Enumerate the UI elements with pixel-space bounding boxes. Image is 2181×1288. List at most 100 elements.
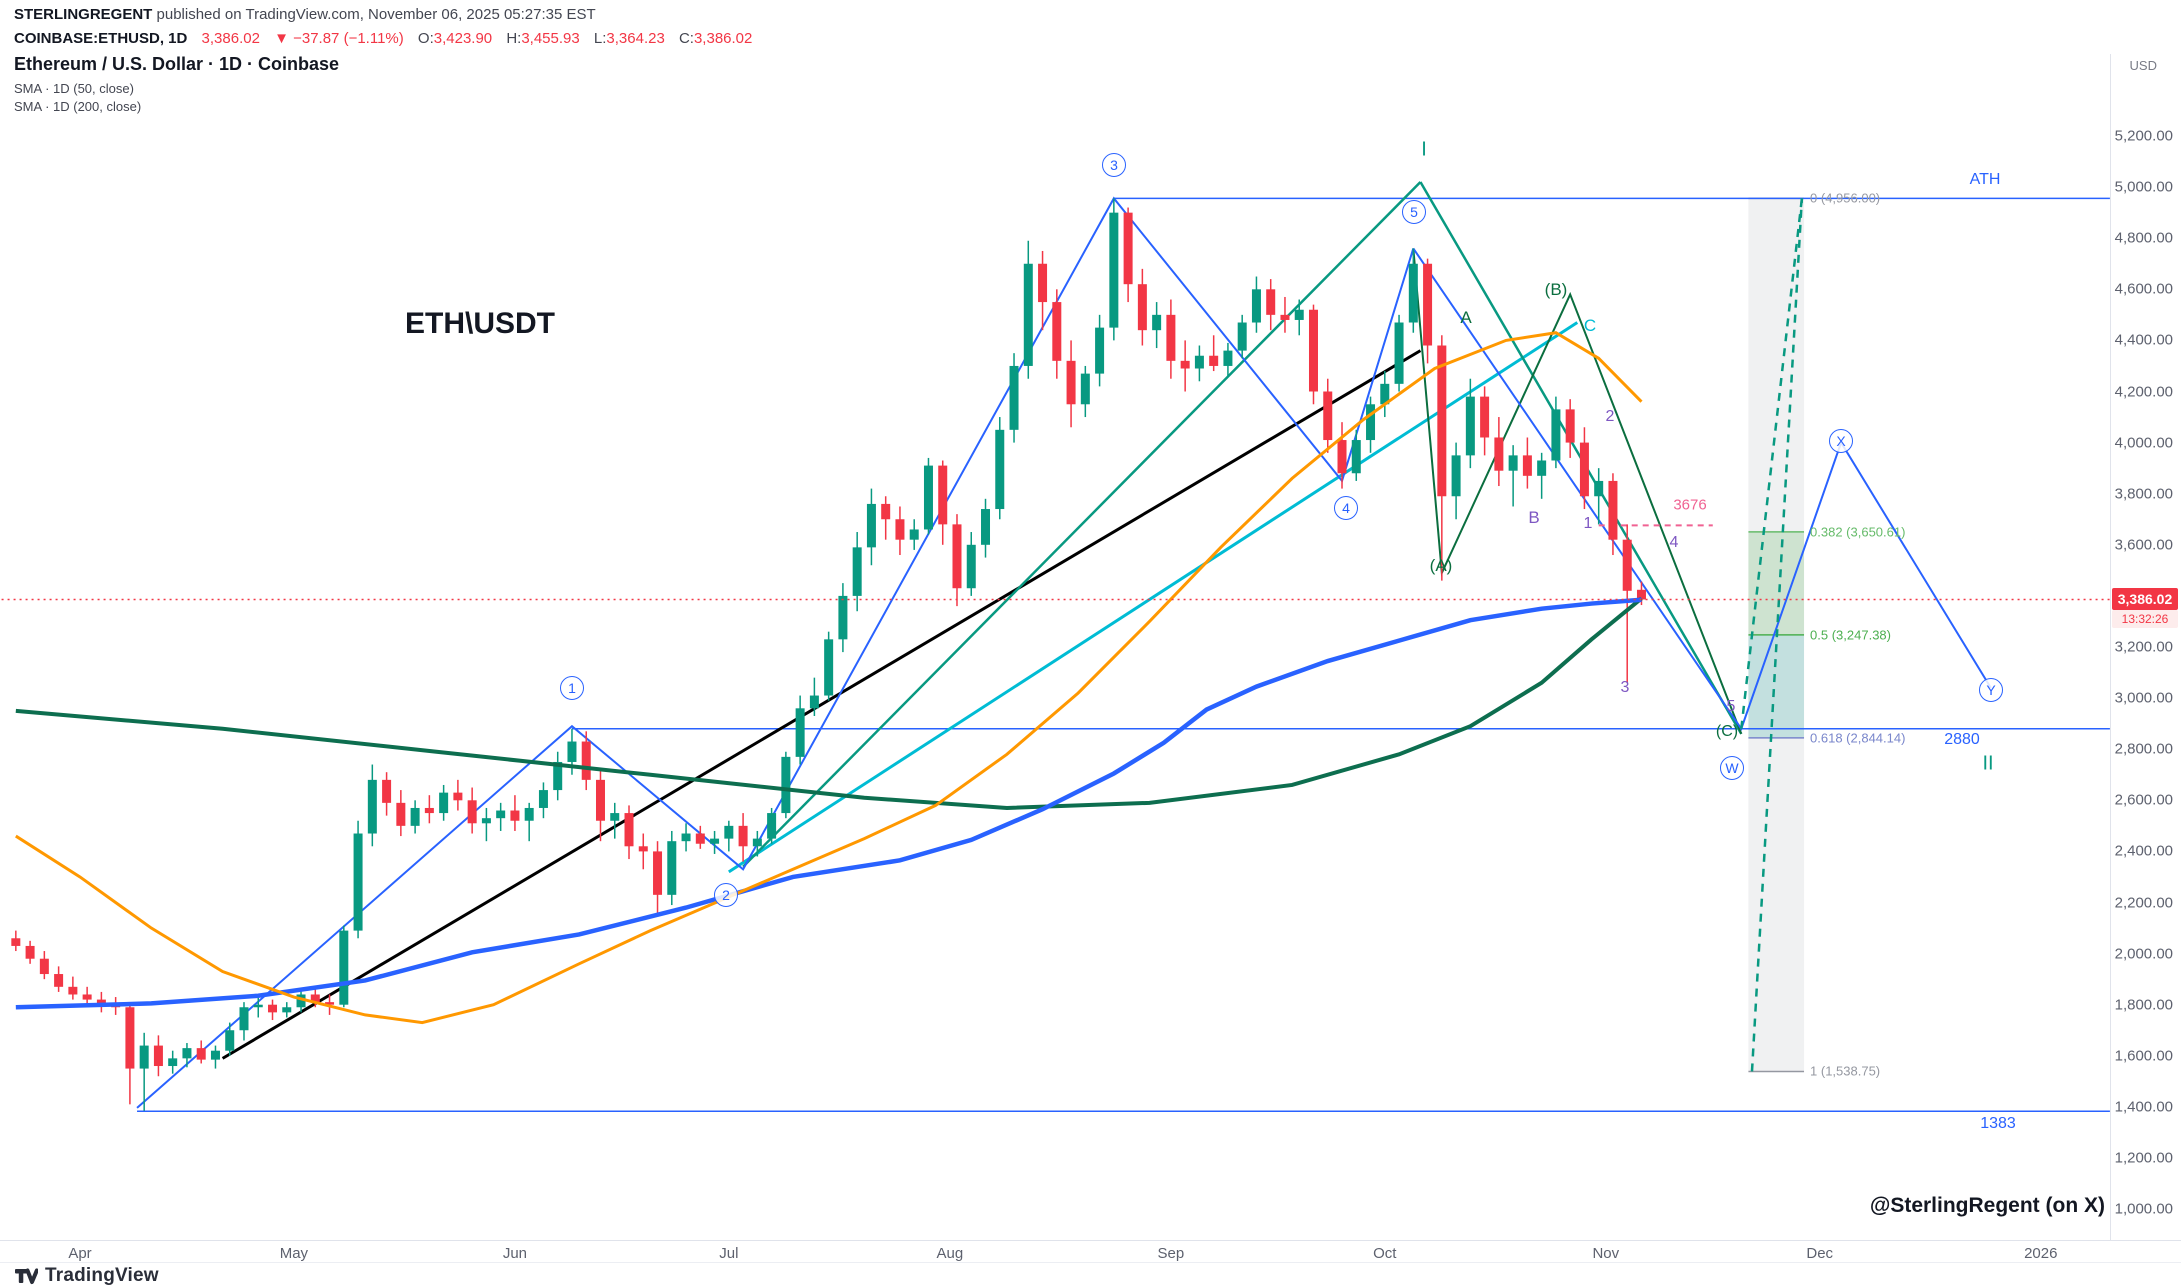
- chart-label-1: 1: [1583, 515, 1593, 532]
- candle-body: [1366, 404, 1376, 441]
- candle-body: [653, 851, 663, 895]
- candle-body: [595, 779, 605, 821]
- candle-body: [610, 813, 620, 821]
- candle-body: [1180, 360, 1190, 369]
- candle-body: [681, 833, 691, 842]
- candle-body: [268, 1004, 278, 1013]
- candle-body: [1066, 360, 1076, 405]
- price-tick: 2,400.00: [2114, 842, 2173, 860]
- time-tick-aug: Aug: [936, 1245, 964, 1262]
- candle-body: [667, 841, 677, 895]
- chart-label-c: C: [1583, 316, 1597, 335]
- candle-body: [981, 509, 991, 545]
- tradingview-wordmark: TradingView: [45, 1265, 159, 1286]
- candle-body: [396, 802, 406, 826]
- candle-body: [1351, 440, 1361, 474]
- candle-body: [852, 547, 862, 596]
- candle-body: [1308, 309, 1318, 392]
- candle-body: [781, 756, 791, 814]
- legend-sma200[interactable]: SMA · 1D (200, close): [14, 99, 142, 114]
- price-tick: 4,400.00: [2114, 331, 2173, 349]
- candle-body: [253, 1004, 263, 1008]
- price-change: ▼ −37.87 (−1.11%): [274, 30, 404, 47]
- low-value: 3,364.23: [606, 30, 665, 47]
- candle-body: [139, 1045, 149, 1069]
- wave-circle-label-5: 5: [1402, 200, 1426, 224]
- wave-circle-label-x: X: [1829, 429, 1853, 453]
- candle-body: [68, 986, 78, 995]
- sma50-orange: [15, 331, 1643, 1025]
- candle-body: [567, 741, 577, 762]
- fib-level-label: 0.5 (3,247.38): [1810, 627, 1891, 643]
- chart-label-ii: II: [1982, 752, 1994, 775]
- time-tick-jul: Jul: [719, 1245, 739, 1262]
- candle-body: [225, 1030, 235, 1051]
- candle-body: [581, 741, 591, 780]
- last-price: 3,386.02: [201, 30, 260, 47]
- symbol-label: COINBASE:ETHUSD, 1D: [14, 30, 188, 47]
- candle-body: [453, 792, 463, 801]
- candle-body: [923, 465, 933, 530]
- candle-body: [125, 1007, 135, 1069]
- price-tick: 5,200.00: [2114, 127, 2173, 145]
- candle-body: [182, 1048, 192, 1059]
- candle-body: [96, 999, 106, 1005]
- candle-body: [710, 838, 720, 844]
- green-dashed-projection-2: [1750, 198, 1804, 1072]
- candle-body: [1194, 355, 1204, 369]
- candle-body: [1494, 437, 1504, 471]
- candle-body: [1380, 383, 1390, 405]
- candle-body: [1080, 373, 1090, 405]
- candle-body: [1137, 284, 1147, 331]
- candle-body: [1223, 350, 1233, 366]
- candle-body: [1622, 539, 1632, 591]
- chart-label-i: I: [1421, 138, 1427, 161]
- candle-body: [1437, 345, 1447, 497]
- price-tick: 1,400.00: [2114, 1098, 2173, 1116]
- candle-body: [1251, 289, 1261, 323]
- candle-body: [282, 1007, 292, 1013]
- price-axis[interactable]: 5,200.00 5,000.00 4,800.00 4,600.00 4,400.00…: [2110, 0, 2181, 1240]
- candle-body: [724, 825, 734, 839]
- publish-info: published on TradingView.com, November 0…: [152, 6, 596, 23]
- chart-label-4: 4: [1669, 534, 1679, 551]
- chart-title[interactable]: Ethereum / U.S. Dollar · 1D · Coinbase: [14, 54, 340, 74]
- wave-circle-label-y: Y: [1979, 678, 2003, 702]
- green-channel-upper: [742, 181, 1422, 868]
- candle-body: [966, 544, 976, 589]
- price-tick: 2,000.00: [2114, 945, 2173, 963]
- wave-circle-label-3: 3: [1102, 153, 1126, 177]
- candle-body: [809, 695, 819, 709]
- time-tick-sep: Sep: [1157, 1245, 1185, 1262]
- price-tick: 3,600.00: [2114, 536, 2173, 554]
- candle-body: [296, 994, 306, 1008]
- candle-body: [895, 519, 905, 540]
- candle-body: [467, 800, 477, 824]
- high-value: 3,455.93: [521, 30, 580, 47]
- time-axis[interactable]: Apr May Jun Jul Aug Sep Oct Nov Dec 2026: [0, 1240, 2181, 1264]
- candle-body: [938, 465, 948, 525]
- candle-body: [738, 825, 748, 847]
- price-axis-separator: [2110, 54, 2111, 1240]
- publish-byline: STERLINGREGENT published on TradingView.…: [14, 6, 596, 23]
- time-tick-oct: Oct: [1373, 1245, 1397, 1262]
- candle-body: [496, 810, 506, 819]
- open-value: 3,423.90: [433, 30, 493, 47]
- time-tick-nov: Nov: [1592, 1245, 1620, 1262]
- open-label: O:: [417, 30, 434, 47]
- legend-sma50[interactable]: SMA · 1D (50, close): [14, 81, 134, 96]
- chart-label-5: 5: [1726, 698, 1736, 715]
- price-tick: 4,200.00: [2114, 383, 2173, 400]
- price-tick: 2,600.00: [2114, 791, 2173, 809]
- candle-body: [210, 1050, 220, 1060]
- tradingview-footer[interactable]: TradingView: [14, 1264, 159, 1288]
- time-axis-separator: [0, 1240, 2181, 1241]
- chart-label-ath: ATH: [1969, 171, 2001, 188]
- candle-body: [1594, 480, 1604, 497]
- time-tick-jun: Jun: [502, 1245, 528, 1262]
- candle-body: [1009, 365, 1019, 430]
- candle-body: [538, 790, 548, 808]
- candle-body: [1023, 263, 1033, 366]
